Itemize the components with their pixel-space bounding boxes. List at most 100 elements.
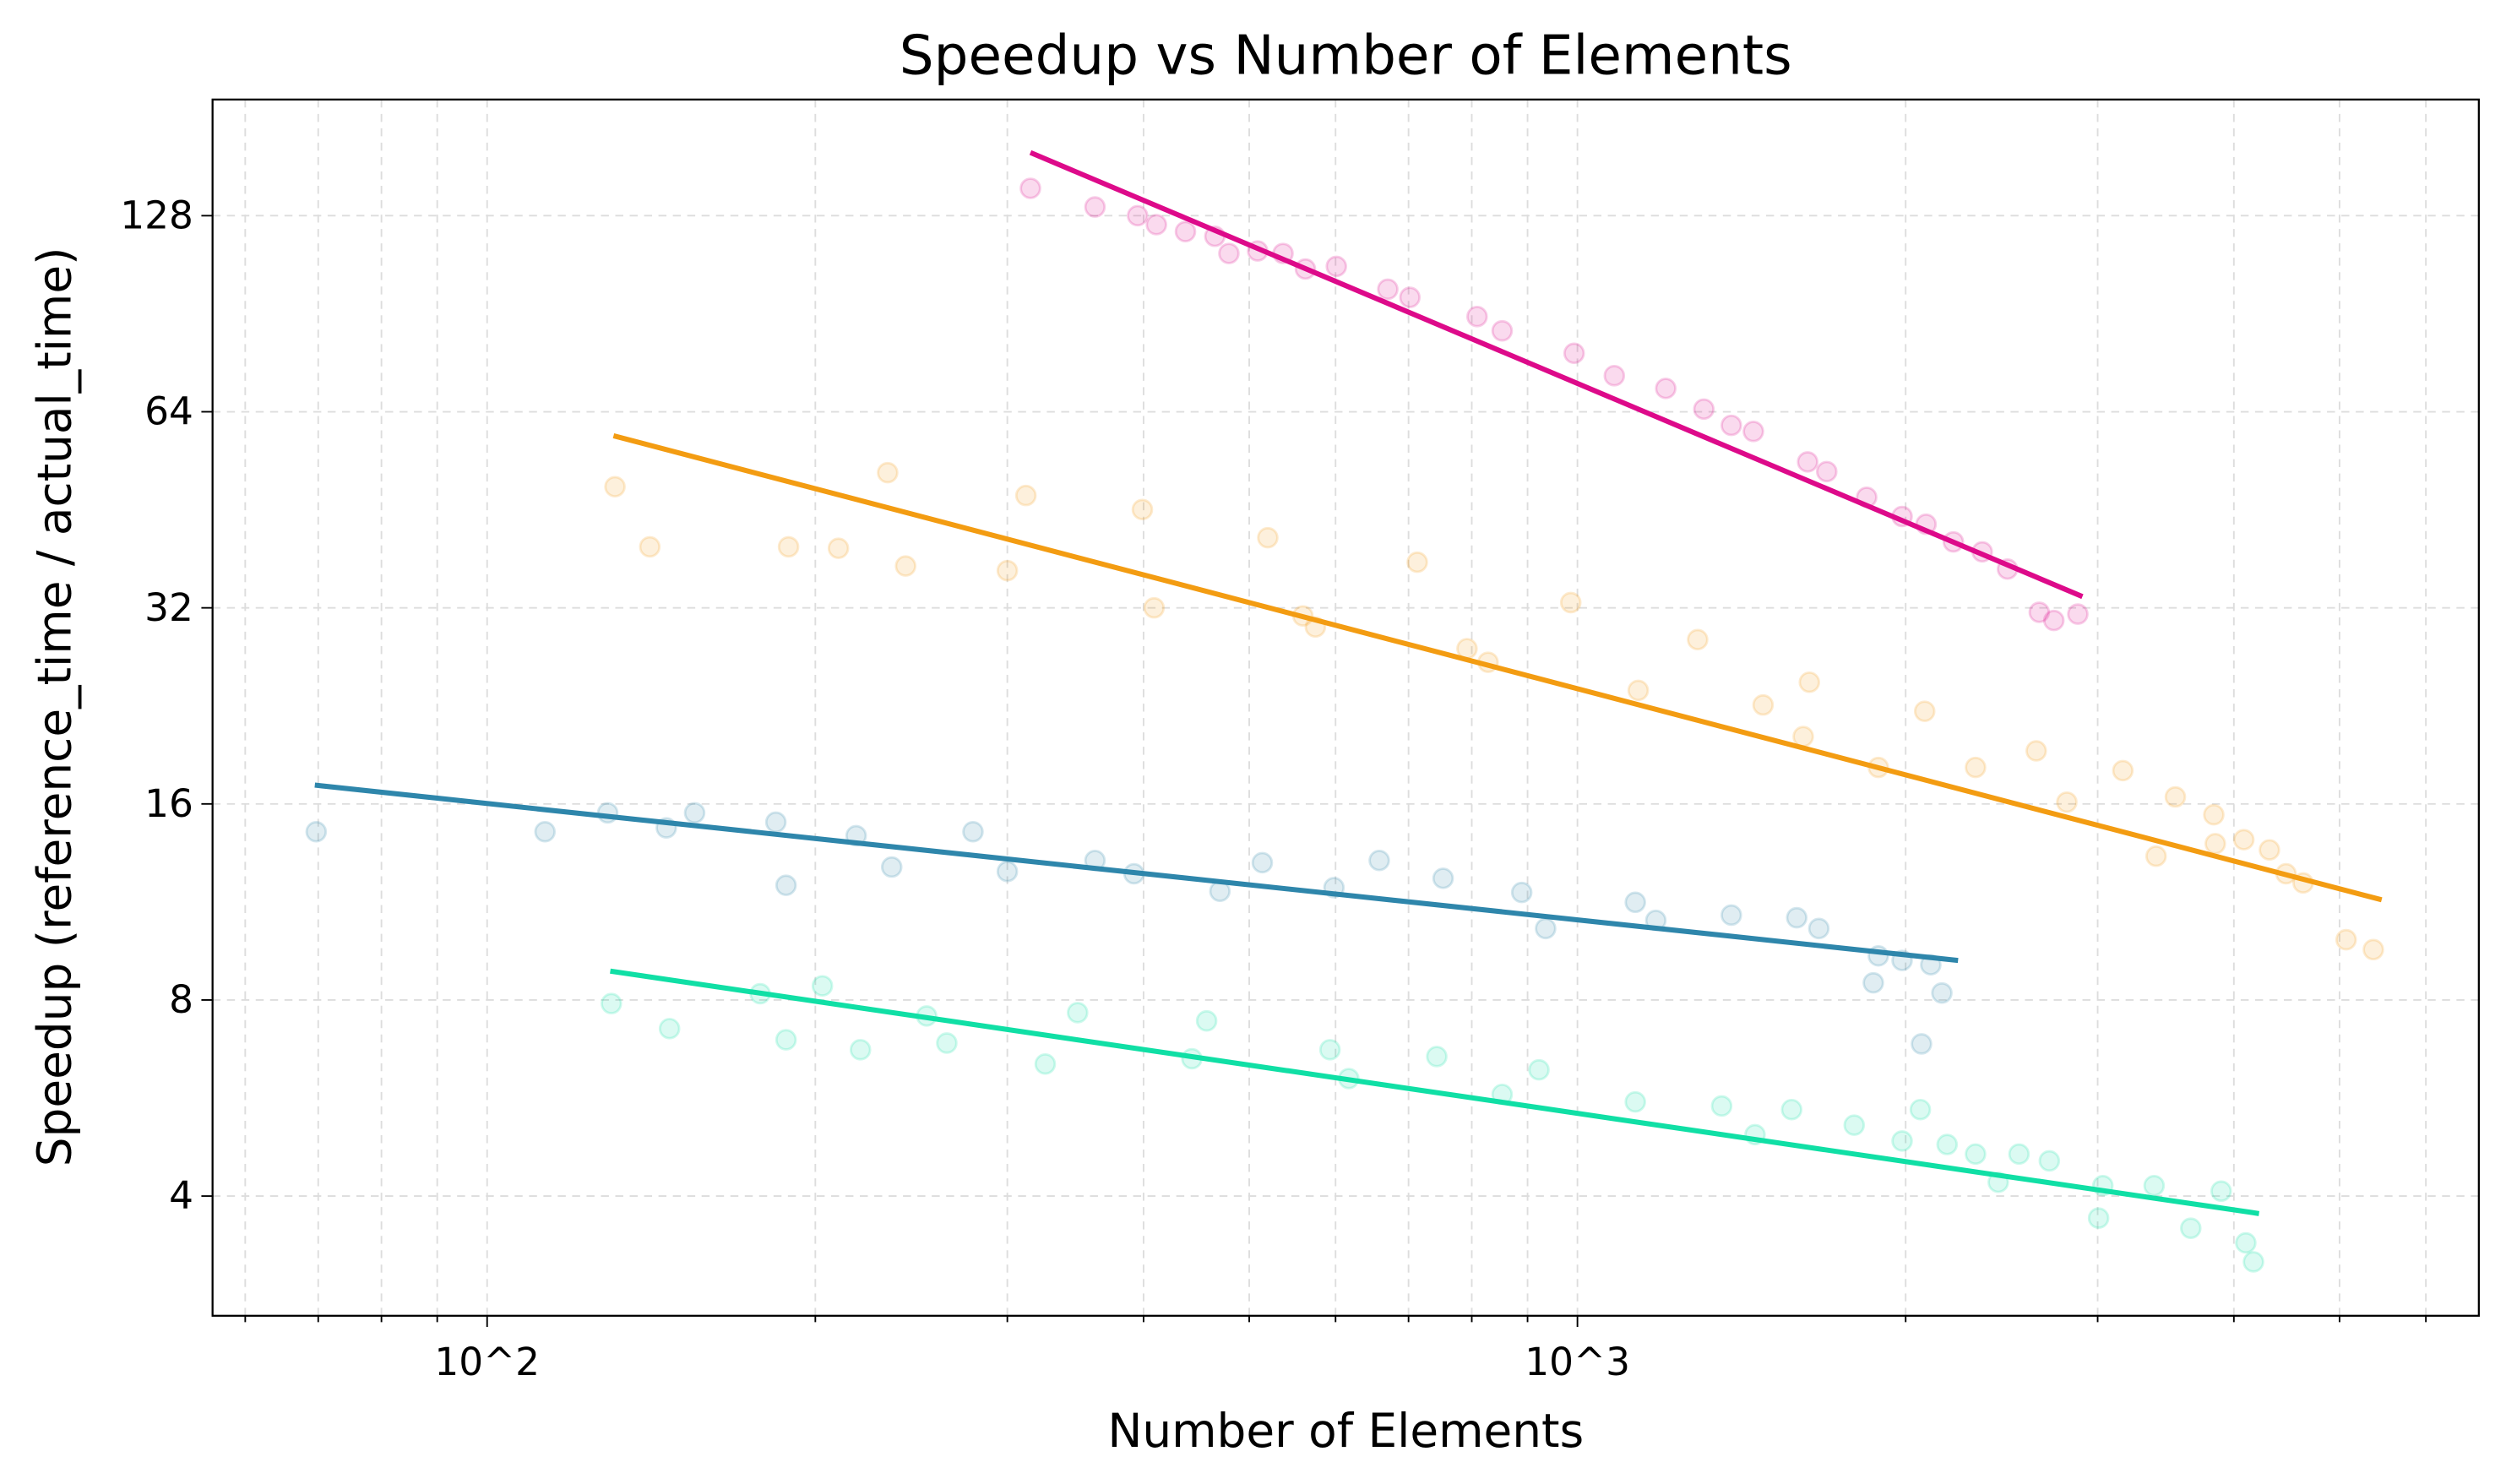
data-point — [877, 461, 899, 484]
data-point — [1798, 671, 1820, 693]
data-point — [1624, 891, 1646, 914]
data-point — [1786, 906, 1808, 929]
y-tick-label: 64 — [144, 389, 193, 434]
data-point — [1399, 286, 1422, 308]
data-point — [880, 856, 903, 878]
data-point — [962, 821, 984, 843]
data-point — [1491, 319, 1514, 342]
data-point — [1195, 1009, 1218, 1032]
data-point — [1257, 526, 1279, 549]
data-point — [305, 821, 328, 843]
grid — [212, 99, 2479, 1316]
data-point — [2362, 938, 2384, 961]
data-point — [1936, 1133, 1959, 1155]
data-point — [894, 555, 916, 577]
data-point — [2028, 601, 2051, 623]
data-point — [1528, 1058, 1550, 1081]
data-point — [1816, 460, 1838, 483]
data-point — [1145, 214, 1167, 236]
y-tick-label: 8 — [169, 977, 193, 1022]
data-point — [2242, 1251, 2264, 1273]
data-point — [601, 992, 622, 1014]
data-point — [1143, 596, 1166, 619]
data-point — [2180, 1217, 2202, 1239]
data-point — [604, 476, 626, 498]
data-point — [1965, 756, 1987, 779]
data-point — [1891, 1130, 1913, 1152]
data-point — [1911, 1033, 1933, 1055]
data-point — [1563, 342, 1585, 365]
data-point — [1559, 591, 1582, 614]
data-point — [1710, 1095, 1733, 1117]
data-point — [1019, 177, 1041, 199]
y-tick-label: 32 — [144, 585, 193, 630]
data-point — [1720, 414, 1742, 437]
data-point — [2232, 829, 2255, 851]
data-point — [2056, 791, 2078, 813]
axis-ticks: 4 8 16 32 64 128 — [120, 193, 2427, 1328]
fit-line — [1029, 149, 2084, 600]
data-point — [534, 821, 557, 843]
data-point — [1432, 867, 1454, 889]
data-point — [1174, 220, 1197, 242]
fit-lines — [314, 149, 2383, 1216]
data-point — [1655, 378, 1677, 400]
data-point — [811, 975, 834, 997]
data-point — [1862, 971, 1884, 994]
data-point — [2042, 609, 2065, 632]
x-tick-label: 10^2 — [434, 1340, 540, 1384]
data-point — [1693, 398, 1715, 421]
data-point — [2204, 833, 2226, 855]
data-point — [1535, 917, 1557, 940]
data-point — [1127, 204, 1149, 227]
data-point — [1377, 278, 1399, 301]
data-point — [1406, 551, 1428, 573]
data-point — [1624, 1090, 1646, 1113]
x-tick-label: 10^3 — [1525, 1340, 1630, 1384]
data-point — [2210, 1180, 2232, 1203]
data-point — [764, 811, 787, 834]
data-point — [1742, 421, 1764, 443]
data-point — [1687, 628, 1709, 651]
data-point — [2259, 839, 2280, 862]
data-point — [2143, 1174, 2166, 1197]
data-point — [1603, 365, 1626, 387]
data-point — [1251, 851, 1274, 874]
data-point — [1797, 451, 1818, 473]
x-axis-label: Number of Elements — [1107, 1404, 1584, 1458]
data-point — [1780, 1098, 1802, 1121]
data-point — [2067, 603, 2089, 625]
data-point — [1067, 1002, 1089, 1024]
data-point — [1913, 700, 1936, 722]
data-point — [775, 874, 797, 896]
data-point — [996, 559, 1019, 582]
data-point — [1426, 1046, 1448, 1068]
y-tick-label: 128 — [120, 193, 193, 238]
scatter-points — [305, 177, 2384, 1273]
data-point — [1843, 1114, 1866, 1136]
data-point — [1034, 1052, 1057, 1075]
data-point — [2087, 1207, 2110, 1229]
fit-line — [314, 782, 1959, 964]
data-point — [827, 537, 850, 559]
data-point — [2203, 803, 2225, 826]
data-point — [1368, 850, 1390, 872]
data-point — [2164, 785, 2187, 808]
data-point — [1792, 726, 1814, 747]
data-point — [936, 1032, 958, 1054]
chart-title: Speedup vs Number of Elements — [900, 24, 1792, 88]
data-point — [2008, 1143, 2030, 1166]
data-point — [2112, 759, 2134, 782]
data-point — [1909, 1098, 1932, 1121]
data-point — [1752, 693, 1775, 716]
data-point — [849, 1039, 872, 1061]
data-point — [2038, 1150, 2061, 1172]
data-point — [1131, 498, 1154, 521]
data-point — [775, 1029, 797, 1051]
data-point — [1325, 255, 1347, 278]
data-point — [2145, 845, 2167, 867]
data-point — [777, 535, 800, 558]
data-point — [639, 535, 661, 558]
y-axis-label: Speedup (reference_time / actual_time) — [27, 247, 81, 1166]
